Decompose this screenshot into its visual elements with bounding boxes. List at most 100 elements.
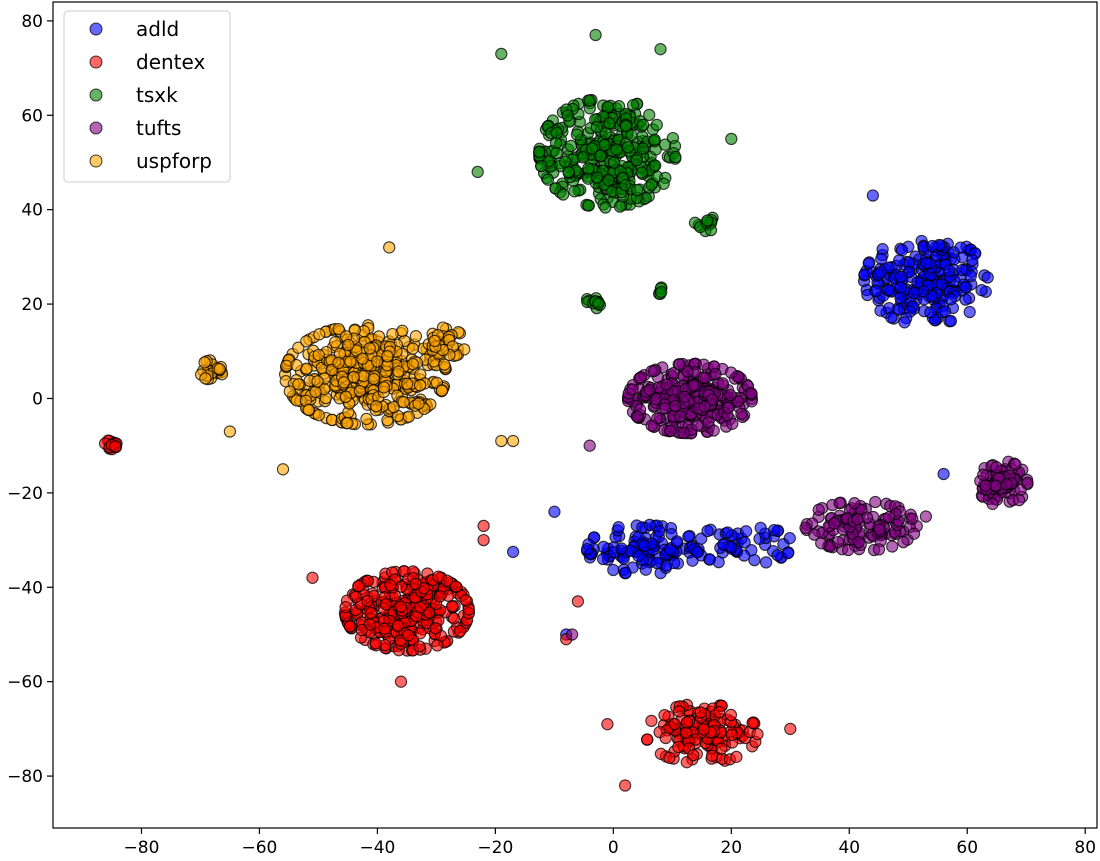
data-point <box>533 146 546 159</box>
data-point <box>716 377 729 390</box>
data-point <box>954 241 967 254</box>
data-point <box>306 571 319 584</box>
data-point <box>724 366 738 379</box>
data-point <box>392 365 405 378</box>
data-point <box>660 378 673 391</box>
y-tick-label: −20 <box>7 484 43 504</box>
data-point <box>698 400 711 413</box>
data-point <box>383 241 396 254</box>
data-point <box>645 178 658 191</box>
data-point <box>423 606 436 619</box>
data-point <box>619 179 632 192</box>
data-point <box>943 264 956 277</box>
data-point <box>650 118 663 132</box>
data-point <box>739 525 753 538</box>
data-point <box>643 518 656 532</box>
data-point <box>339 600 352 614</box>
data-point <box>979 479 992 492</box>
data-point <box>397 396 410 409</box>
data-point <box>669 150 682 164</box>
data-point <box>432 570 445 583</box>
data-point <box>893 254 906 267</box>
series-uspforp <box>194 241 520 476</box>
data-point <box>378 622 391 635</box>
data-point <box>395 580 408 593</box>
data-point <box>370 355 384 368</box>
data-point <box>409 330 423 343</box>
data-point <box>687 379 700 392</box>
data-point <box>352 579 365 593</box>
data-point <box>363 342 376 355</box>
data-point <box>981 271 994 284</box>
data-point <box>730 750 743 764</box>
data-point <box>477 533 490 547</box>
data-point <box>377 381 391 394</box>
data-point <box>898 316 911 329</box>
data-point <box>935 278 948 291</box>
data-point <box>920 256 933 270</box>
data-point <box>394 600 408 613</box>
data-point <box>381 350 394 363</box>
data-point <box>607 156 621 169</box>
data-point <box>691 546 704 559</box>
data-point <box>643 383 656 397</box>
x-tick-label: −60 <box>241 838 277 858</box>
data-point <box>828 517 841 530</box>
data-point <box>649 159 662 172</box>
data-point <box>882 283 896 297</box>
data-point <box>851 513 864 526</box>
data-point <box>895 244 909 257</box>
data-point <box>672 740 685 754</box>
data-point <box>725 728 739 742</box>
data-point <box>781 547 795 560</box>
data-point <box>645 714 658 728</box>
series-tsxk <box>471 28 738 315</box>
data-point <box>672 705 686 718</box>
data-point <box>873 523 886 536</box>
data-point <box>907 527 921 540</box>
data-point <box>506 434 520 448</box>
data-point <box>639 563 652 576</box>
data-point <box>751 728 764 741</box>
data-point <box>353 384 366 398</box>
data-point <box>679 726 692 739</box>
data-point <box>615 542 628 555</box>
data-point <box>746 716 759 730</box>
data-point <box>894 291 907 304</box>
data-point <box>975 284 988 297</box>
data-point <box>402 629 415 642</box>
data-point <box>435 384 449 397</box>
data-point <box>724 708 738 722</box>
data-point <box>691 419 704 432</box>
data-point <box>342 338 355 352</box>
data-point <box>831 535 845 549</box>
data-point <box>561 109 574 122</box>
data-point <box>618 779 632 792</box>
data-point <box>406 342 419 355</box>
data-point <box>875 252 888 266</box>
data-point <box>663 751 676 764</box>
data-point <box>619 120 633 133</box>
data-point <box>402 410 415 423</box>
data-point <box>874 266 887 279</box>
x-tick-label: −80 <box>124 838 160 858</box>
data-point <box>872 543 886 556</box>
data-point <box>414 601 427 614</box>
data-point <box>598 139 611 152</box>
data-point <box>959 281 972 294</box>
data-point <box>570 128 584 141</box>
legend-label: adld <box>136 17 179 41</box>
data-point <box>631 410 644 423</box>
data-point <box>610 143 623 156</box>
data-point <box>576 151 590 164</box>
data-point <box>596 552 610 566</box>
data-point <box>725 132 738 146</box>
data-point <box>599 201 612 214</box>
y-tick-label: −80 <box>7 767 43 787</box>
data-point <box>613 200 627 213</box>
data-point <box>300 335 313 348</box>
data-point <box>658 138 672 151</box>
data-point <box>571 595 585 608</box>
series-tufts <box>565 357 1034 641</box>
data-point <box>302 403 315 417</box>
